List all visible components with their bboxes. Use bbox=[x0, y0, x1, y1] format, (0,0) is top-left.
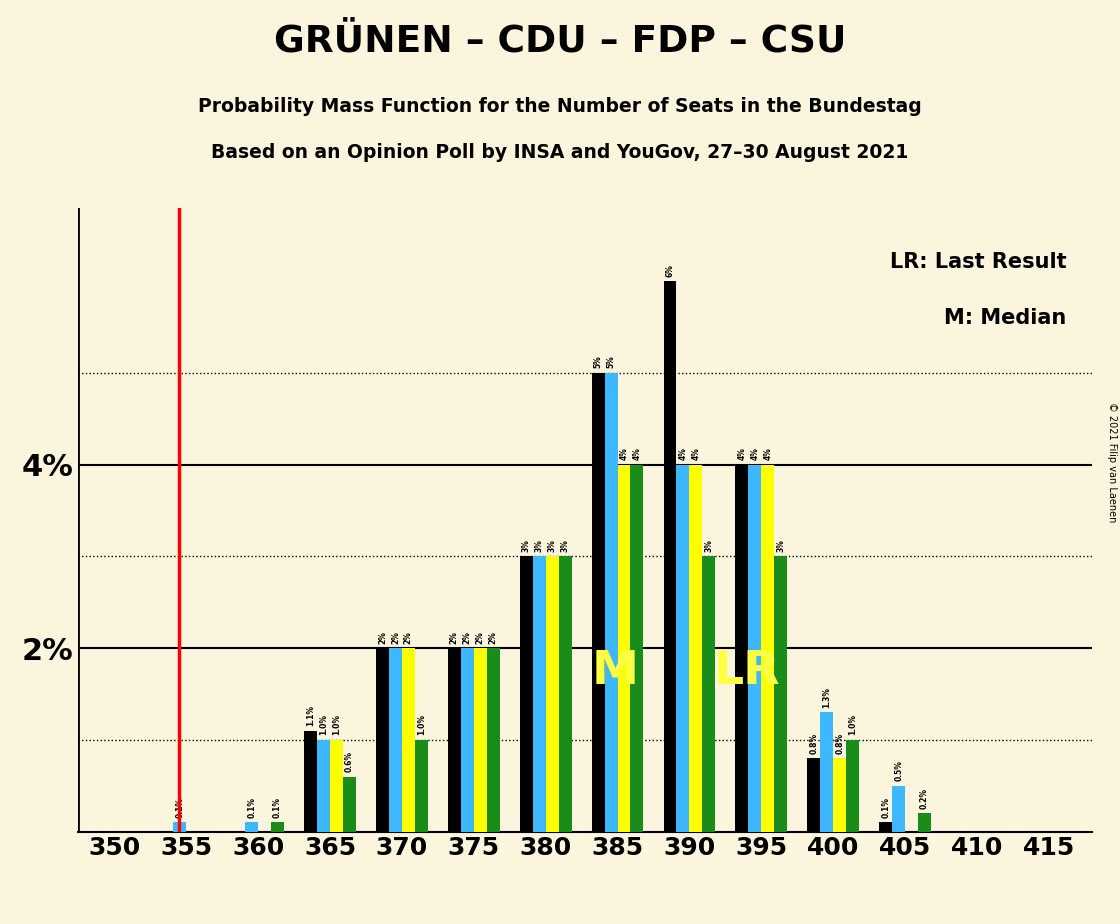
Text: 0.8%: 0.8% bbox=[836, 733, 844, 754]
Bar bbox=[520, 556, 533, 832]
Bar bbox=[460, 648, 474, 832]
Text: 1.0%: 1.0% bbox=[848, 714, 857, 736]
Text: Probability Mass Function for the Number of Seats in the Bundestag: Probability Mass Function for the Number… bbox=[198, 97, 922, 116]
Bar bbox=[617, 465, 631, 832]
Text: 6%: 6% bbox=[665, 264, 674, 276]
Bar bbox=[402, 648, 414, 832]
Text: 2%: 2% bbox=[377, 631, 388, 644]
Text: 0.5%: 0.5% bbox=[894, 760, 903, 781]
Bar bbox=[591, 373, 605, 832]
Bar bbox=[305, 731, 317, 832]
Text: 0.8%: 0.8% bbox=[810, 733, 819, 754]
Text: Based on an Opinion Poll by INSA and YouGov, 27–30 August 2021: Based on an Opinion Poll by INSA and You… bbox=[212, 143, 908, 163]
Text: 2%: 2% bbox=[488, 631, 497, 644]
Bar bbox=[893, 785, 905, 832]
Bar bbox=[343, 776, 356, 832]
Bar bbox=[174, 822, 186, 832]
Text: M: Median: M: Median bbox=[944, 308, 1066, 328]
Text: © 2021 Filip van Laenen: © 2021 Filip van Laenen bbox=[1108, 402, 1117, 522]
Text: GRÜNEN – CDU – FDP – CSU: GRÜNEN – CDU – FDP – CSU bbox=[273, 23, 847, 59]
Text: 1.3%: 1.3% bbox=[822, 687, 831, 708]
Text: 4%: 4% bbox=[691, 447, 700, 460]
Bar bbox=[833, 759, 846, 832]
Bar bbox=[317, 740, 330, 832]
Text: 0.1%: 0.1% bbox=[273, 796, 282, 818]
Bar bbox=[414, 740, 428, 832]
Bar bbox=[918, 813, 931, 832]
Text: 1.1%: 1.1% bbox=[306, 705, 315, 726]
Text: 2%: 2% bbox=[450, 631, 459, 644]
Text: 1.0%: 1.0% bbox=[417, 714, 426, 736]
Text: 4%: 4% bbox=[633, 447, 642, 460]
Text: 1.0%: 1.0% bbox=[319, 714, 328, 736]
Text: 0.1%: 0.1% bbox=[175, 796, 185, 818]
Text: 3%: 3% bbox=[534, 539, 543, 552]
Text: 0.1%: 0.1% bbox=[881, 796, 890, 818]
Text: 2%: 2% bbox=[404, 631, 413, 644]
Bar bbox=[690, 465, 702, 832]
Text: 4%: 4% bbox=[750, 447, 759, 460]
Text: 4%: 4% bbox=[619, 447, 628, 460]
Bar bbox=[702, 556, 716, 832]
Text: 2%: 2% bbox=[463, 631, 472, 644]
Bar bbox=[676, 465, 690, 832]
Bar bbox=[271, 822, 284, 832]
Text: 4%: 4% bbox=[679, 447, 688, 460]
Bar bbox=[559, 556, 571, 832]
Bar bbox=[533, 556, 545, 832]
Text: 3%: 3% bbox=[776, 539, 785, 552]
Bar bbox=[748, 465, 762, 832]
Bar bbox=[808, 759, 820, 832]
Text: 0.2%: 0.2% bbox=[920, 787, 928, 808]
Text: 4%: 4% bbox=[764, 447, 773, 460]
Bar bbox=[448, 648, 460, 832]
Bar bbox=[663, 281, 676, 832]
Text: LR: Last Result: LR: Last Result bbox=[890, 251, 1066, 272]
Text: 1.0%: 1.0% bbox=[332, 714, 340, 736]
Text: 3%: 3% bbox=[561, 539, 570, 552]
Text: 3%: 3% bbox=[548, 539, 557, 552]
Bar bbox=[846, 740, 859, 832]
Text: 0.1%: 0.1% bbox=[248, 796, 256, 818]
Text: 2%: 2% bbox=[476, 631, 485, 644]
Text: M: M bbox=[591, 649, 638, 694]
Bar bbox=[879, 822, 893, 832]
Bar bbox=[820, 712, 833, 832]
Text: 0.6%: 0.6% bbox=[345, 751, 354, 772]
Bar bbox=[605, 373, 617, 832]
Text: 3%: 3% bbox=[704, 539, 713, 552]
Text: LR: LR bbox=[713, 649, 781, 694]
Text: 2%: 2% bbox=[391, 631, 400, 644]
Text: 5%: 5% bbox=[607, 356, 616, 369]
Text: 5%: 5% bbox=[594, 356, 603, 369]
Text: 3%: 3% bbox=[522, 539, 531, 552]
Bar bbox=[774, 556, 787, 832]
Bar bbox=[487, 648, 500, 832]
Bar bbox=[376, 648, 389, 832]
Bar bbox=[736, 465, 748, 832]
Bar bbox=[762, 465, 774, 832]
Bar bbox=[545, 556, 559, 832]
Bar bbox=[245, 822, 258, 832]
Bar bbox=[389, 648, 402, 832]
Text: 4%: 4% bbox=[737, 447, 746, 460]
Bar bbox=[474, 648, 487, 832]
Bar bbox=[631, 465, 643, 832]
Bar bbox=[330, 740, 343, 832]
